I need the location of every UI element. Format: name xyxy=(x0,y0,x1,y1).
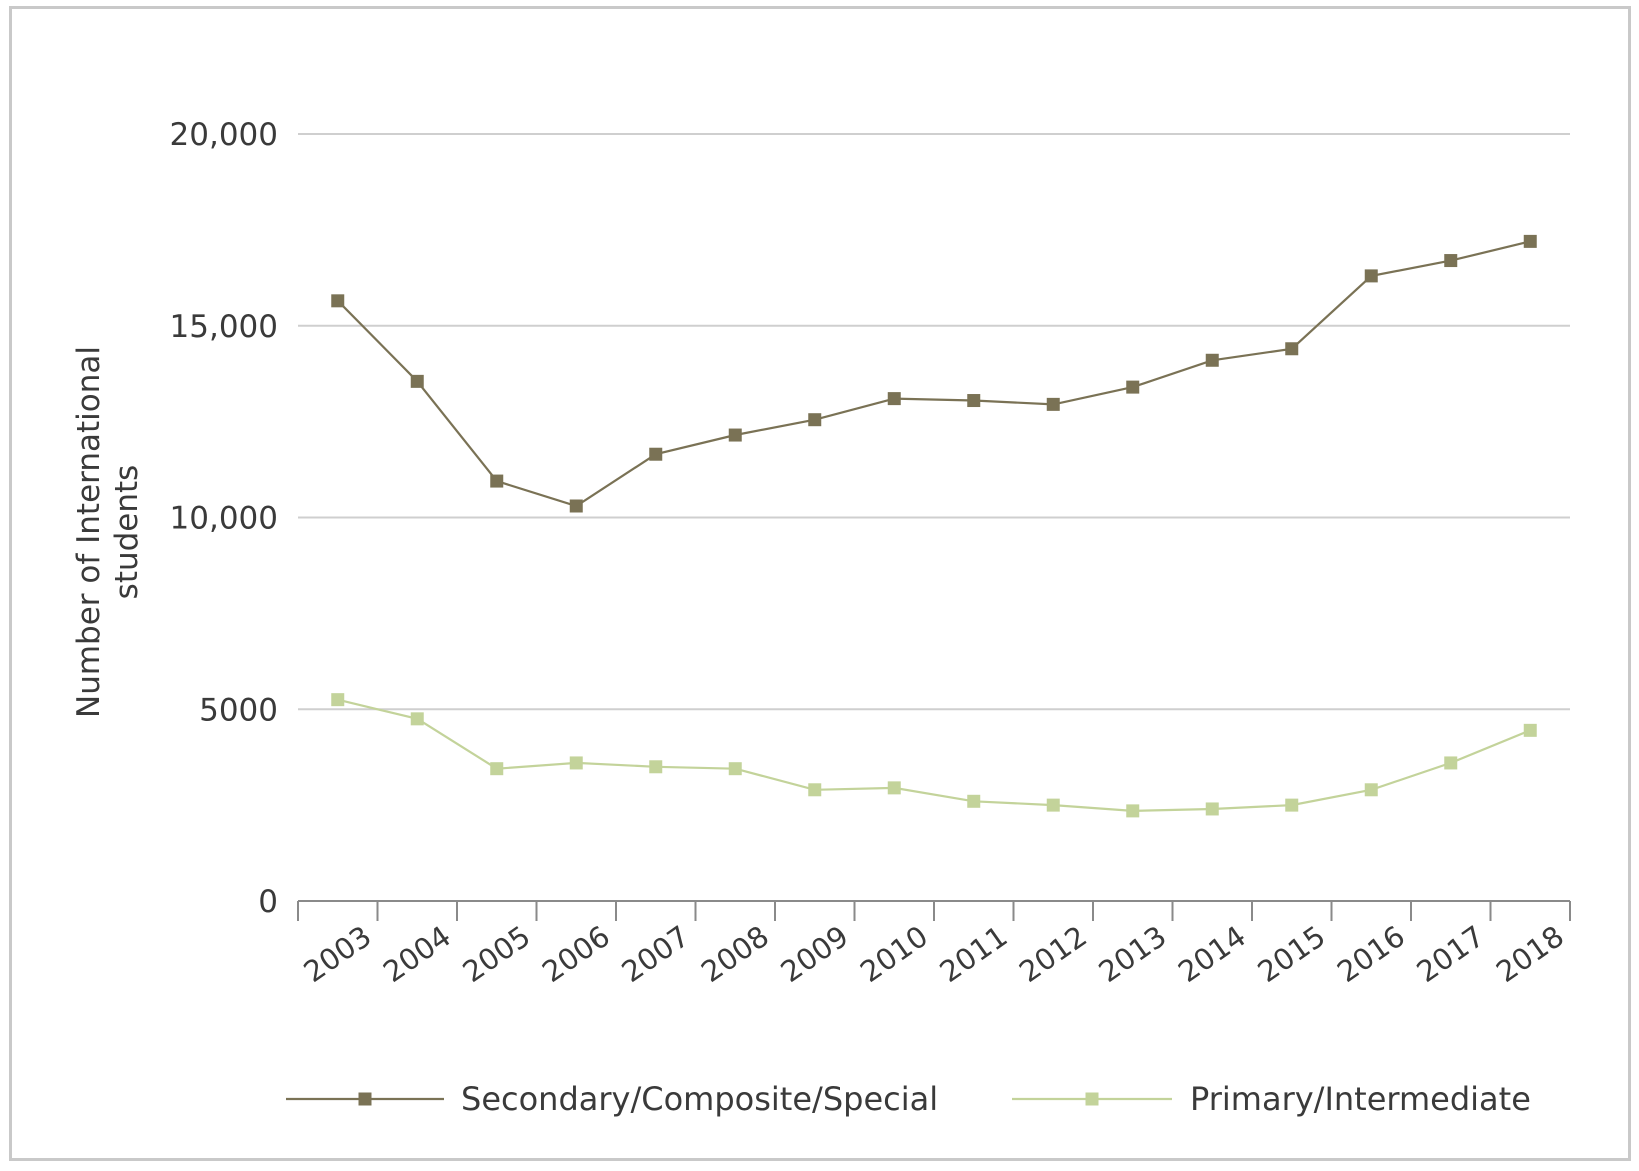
y-axis-label-line: students xyxy=(109,465,145,600)
data-point xyxy=(887,392,901,406)
data-point xyxy=(1285,342,1299,356)
data-point xyxy=(1364,783,1378,797)
x-tick-label: 2005 xyxy=(457,919,537,989)
data-point xyxy=(1523,234,1537,248)
data-point xyxy=(887,781,901,795)
data-point xyxy=(331,294,345,308)
y-tick-label: 0 xyxy=(258,884,278,920)
x-tick-label: 2018 xyxy=(1490,919,1570,989)
data-point xyxy=(808,413,822,427)
series-line xyxy=(337,240,1531,508)
data-point xyxy=(1364,269,1378,283)
data-point xyxy=(967,794,981,808)
data-point xyxy=(1285,798,1299,812)
legend-item: Secondary/Composite/Special xyxy=(286,1080,938,1118)
legend-marker xyxy=(358,1092,372,1106)
y-axis-label-line: Number of International xyxy=(71,346,107,718)
data-point xyxy=(410,374,424,388)
legend-item: Primary/Intermediate xyxy=(1012,1080,1531,1118)
data-point xyxy=(1205,802,1219,816)
data-point xyxy=(649,447,663,461)
legend-marker xyxy=(1085,1092,1099,1106)
x-tick-label: 2012 xyxy=(1013,919,1093,989)
y-tick-label: 15,000 xyxy=(170,309,278,345)
series-line xyxy=(337,698,1531,813)
data-point xyxy=(808,783,822,797)
x-tick-label: 2007 xyxy=(616,919,696,989)
data-point xyxy=(728,428,742,442)
x-tick-label: 2010 xyxy=(854,919,934,989)
data-point xyxy=(569,756,583,770)
y-tick-label: 5000 xyxy=(199,692,278,728)
x-tick-label: 2009 xyxy=(775,919,855,989)
data-point xyxy=(967,394,981,408)
data-point xyxy=(649,760,663,774)
legend: Secondary/Composite/Special Primary/Inter… xyxy=(286,1080,1531,1118)
data-point xyxy=(1444,254,1458,268)
series-group xyxy=(331,234,1537,818)
x-tick-label: 2011 xyxy=(934,919,1014,989)
legend-label: Primary/Intermediate xyxy=(1190,1080,1531,1118)
x-tick-label: 2015 xyxy=(1252,919,1332,989)
x-tick-label: 2008 xyxy=(695,919,775,989)
x-tick-label: 2003 xyxy=(298,919,378,989)
legend-label: Secondary/Composite/Special xyxy=(461,1080,938,1118)
data-point xyxy=(1126,804,1140,818)
data-point xyxy=(1205,353,1219,367)
y-axis-ticks: 0 5000 10,000 15,000 20,000 xyxy=(170,117,278,920)
x-tick-label: 2016 xyxy=(1331,919,1411,989)
x-axis: 2003 2004 2005 2006 2007 2008 2009 2010 2011 2012… xyxy=(297,900,1571,989)
x-tick-label: 2014 xyxy=(1172,919,1252,989)
data-point xyxy=(728,762,742,776)
x-tick-label: 2013 xyxy=(1093,919,1173,989)
data-point xyxy=(1046,397,1060,411)
data-point xyxy=(410,712,424,726)
chart-frame xyxy=(9,6,1631,1161)
series-secondary xyxy=(331,234,1537,513)
data-point xyxy=(1523,723,1537,737)
data-point xyxy=(490,762,504,776)
data-point xyxy=(1444,756,1458,770)
x-tick-label: 2017 xyxy=(1411,919,1491,989)
gridlines xyxy=(298,133,1570,711)
data-point xyxy=(490,474,504,488)
data-point xyxy=(569,499,583,513)
y-axis-label: Number of Internationalstudents xyxy=(71,346,145,718)
series-primary xyxy=(331,693,1537,818)
y-tick-label: 20,000 xyxy=(170,117,278,153)
x-tick-label: 2006 xyxy=(536,919,616,989)
x-tick-label: 2004 xyxy=(377,919,457,989)
y-tick-label: 10,000 xyxy=(170,501,278,537)
data-point xyxy=(1126,380,1140,394)
data-point xyxy=(1046,798,1060,812)
data-point xyxy=(331,693,345,707)
